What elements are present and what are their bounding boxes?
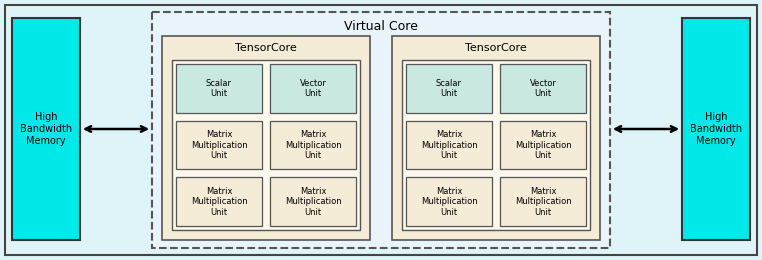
Bar: [176, 64, 262, 113]
Text: Matrix
Multiplication
Unit: Matrix Multiplication Unit: [285, 130, 341, 160]
Bar: [172, 60, 360, 230]
Bar: [176, 177, 262, 226]
Bar: [406, 121, 492, 169]
Bar: [270, 177, 356, 226]
Text: Matrix
Multiplication
Unit: Matrix Multiplication Unit: [514, 187, 572, 217]
Text: Matrix
Multiplication
Unit: Matrix Multiplication Unit: [421, 187, 477, 217]
Bar: [392, 36, 600, 240]
Text: Matrix
Multiplication
Unit: Matrix Multiplication Unit: [190, 187, 248, 217]
Bar: [500, 121, 586, 169]
Bar: [682, 18, 750, 240]
Bar: [402, 60, 590, 230]
Text: Scalar
Unit: Scalar Unit: [206, 79, 232, 98]
Text: Matrix
Multiplication
Unit: Matrix Multiplication Unit: [514, 130, 572, 160]
Text: Scalar
Unit: Scalar Unit: [436, 79, 462, 98]
Bar: [12, 18, 80, 240]
Text: Vector
Unit: Vector Unit: [530, 79, 556, 98]
Bar: [406, 64, 492, 113]
Bar: [270, 121, 356, 169]
Bar: [152, 12, 610, 248]
Text: TensorCore: TensorCore: [235, 43, 297, 53]
Text: Matrix
Multiplication
Unit: Matrix Multiplication Unit: [190, 130, 248, 160]
Text: Vector
Unit: Vector Unit: [299, 79, 326, 98]
Text: High
Bandwidth
Memory: High Bandwidth Memory: [690, 112, 742, 146]
Text: TensorCore: TensorCore: [465, 43, 527, 53]
Bar: [176, 121, 262, 169]
Bar: [500, 64, 586, 113]
Text: High
Bandwidth
Memory: High Bandwidth Memory: [20, 112, 72, 146]
Text: Matrix
Multiplication
Unit: Matrix Multiplication Unit: [285, 187, 341, 217]
Bar: [500, 177, 586, 226]
Bar: [406, 177, 492, 226]
Bar: [162, 36, 370, 240]
Text: Virtual Core: Virtual Core: [344, 20, 418, 32]
Text: Matrix
Multiplication
Unit: Matrix Multiplication Unit: [421, 130, 477, 160]
Bar: [270, 64, 356, 113]
